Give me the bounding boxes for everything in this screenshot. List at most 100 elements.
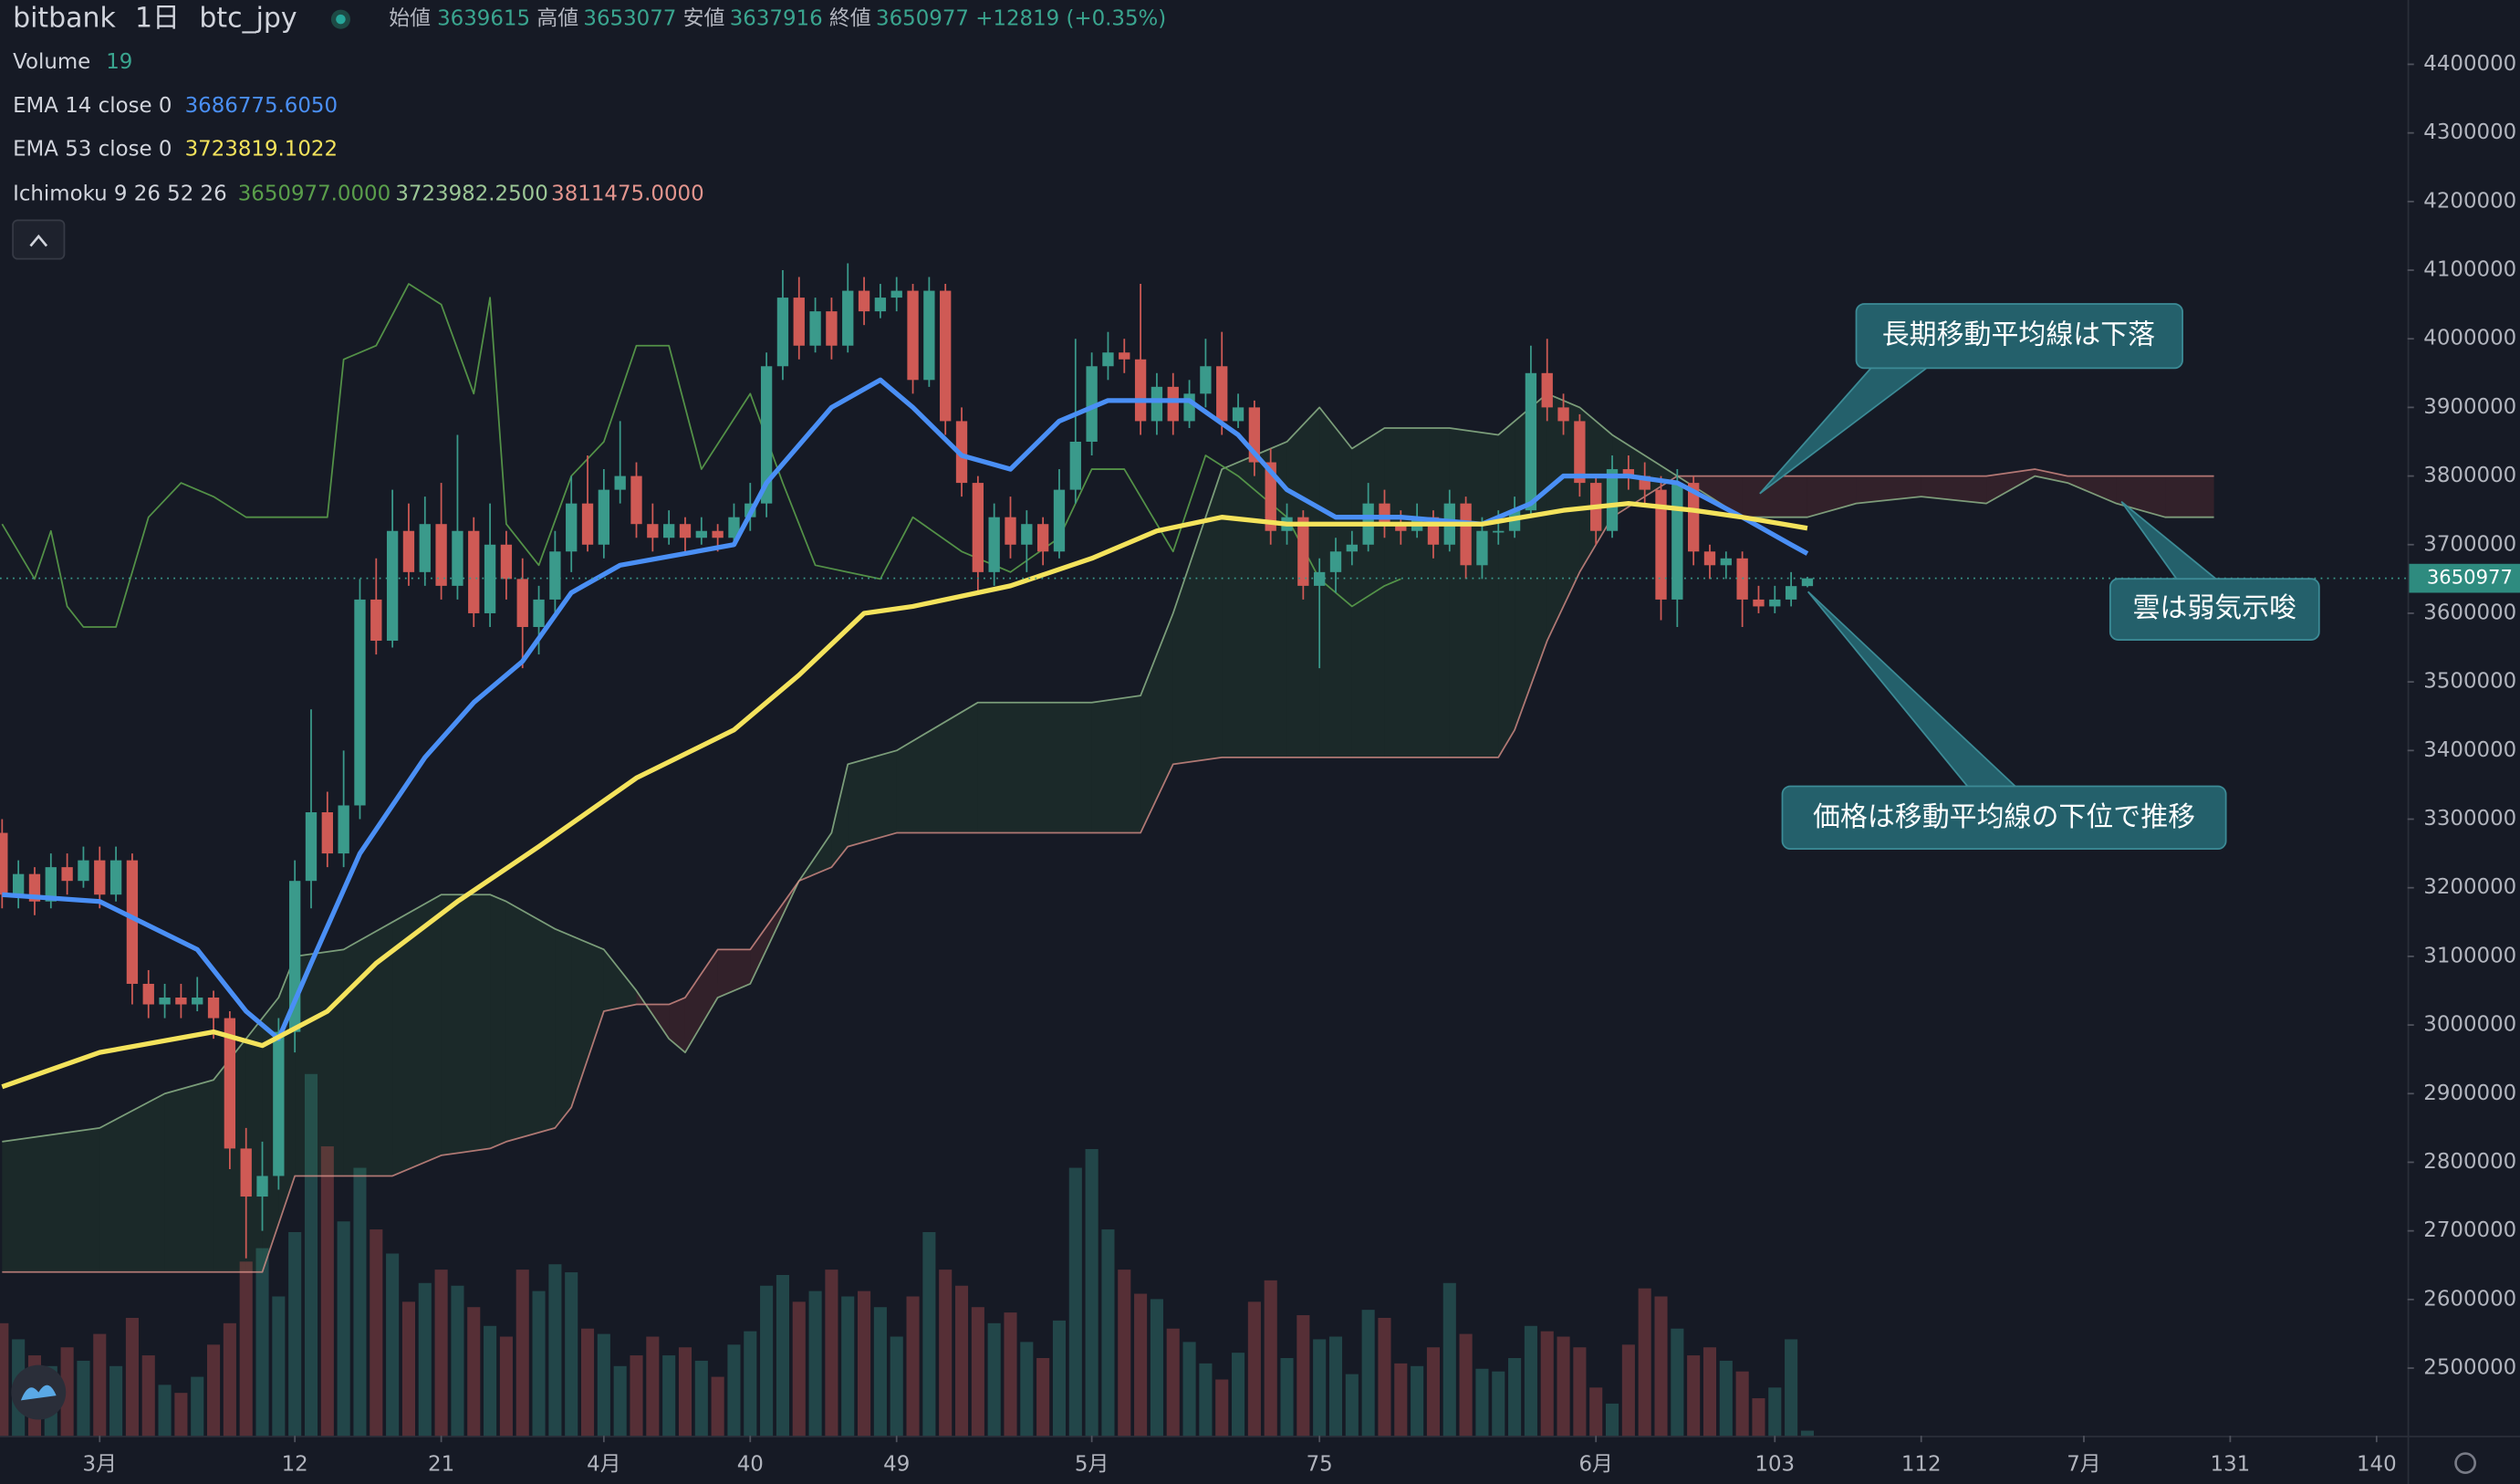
volume-bar (451, 1285, 464, 1437)
callout-box (1781, 785, 2227, 851)
candle-body (516, 579, 528, 627)
ema14-legend: EMA 14 close 0 (13, 94, 172, 118)
cloud-fill (848, 750, 897, 847)
cloud-fill (490, 894, 506, 1149)
cloud-fill (1384, 427, 1450, 758)
candle-body (1232, 407, 1244, 422)
cloud-fill (603, 949, 637, 1012)
volume-bar (548, 1264, 562, 1437)
volume-bar (60, 1347, 74, 1437)
candle-body (549, 551, 561, 600)
volume-bar (1508, 1358, 1522, 1437)
candle-body (647, 524, 659, 538)
candle-body (159, 998, 171, 1005)
cloud-fill (392, 894, 442, 1176)
candle-body (419, 524, 431, 572)
volume-bar (304, 1073, 318, 1437)
x-tick-label: 40 (737, 1452, 764, 1476)
collapse-button[interactable] (12, 219, 66, 260)
candle-body (907, 290, 919, 381)
volume-bar (873, 1307, 887, 1437)
change: +12819 (+0.35%) (975, 7, 1166, 31)
low-value: 3637916 (730, 7, 823, 31)
y-tick-label: 2600000 (2423, 1287, 2516, 1311)
volume-bar (646, 1336, 660, 1437)
volume-bar (744, 1331, 757, 1437)
x-tick-label: 140 (2357, 1452, 2397, 1476)
volume-bar (1735, 1371, 1749, 1437)
volume-bar (1134, 1293, 1148, 1437)
y-tick-label: 3500000 (2423, 670, 2516, 694)
candle-body (126, 860, 139, 984)
volume-bar (1540, 1331, 1554, 1437)
volume-bar (1101, 1229, 1115, 1437)
cloud-fill (669, 998, 685, 1053)
candle-body (402, 530, 415, 572)
candle-body (338, 805, 349, 854)
x-tick-label: 75 (1307, 1452, 1333, 1476)
candle-body (0, 832, 8, 895)
volume-bar (1411, 1365, 1424, 1437)
volume-bar (1621, 1344, 1635, 1437)
plot-area: 2500000 2600000 2700000 2800000 2900000 30000… (0, 52, 2516, 1476)
y-tick-label: 4200000 (2423, 189, 2516, 213)
y-tick-label: 3200000 (2423, 875, 2516, 899)
volume-bar (499, 1336, 513, 1437)
candle-body (1671, 483, 1683, 600)
volume-bar (532, 1291, 546, 1437)
collapse-icon (29, 234, 48, 247)
candle-body (1167, 386, 1179, 422)
candle-body (1346, 544, 1358, 552)
volume-bar (288, 1232, 302, 1437)
ema53-value: 3723819.1022 (185, 137, 338, 161)
candle-body (45, 867, 57, 902)
candle-body (500, 544, 513, 580)
volume-bar (1703, 1347, 1717, 1437)
cloud-fill (977, 702, 1092, 833)
candle-body (1314, 571, 1326, 586)
overlay: bitbank 1日 btc_jpy 始値 3639615 高値 3653077… (11, 3, 2520, 1474)
cloud-fill (1546, 393, 1580, 642)
candle-body (712, 530, 724, 538)
candle-body (890, 290, 902, 298)
settings-icon[interactable] (2454, 1452, 2476, 1474)
cloud-fill (2, 1127, 100, 1272)
candle-body (1460, 503, 1472, 566)
callout-text: 長期移動平均線は下落 (1882, 319, 2155, 351)
candle-body (809, 311, 821, 346)
volume-bar (141, 1355, 155, 1437)
high-label: 高値 (536, 7, 578, 31)
cloud-fill (1498, 421, 1515, 758)
candle-body (1720, 558, 1732, 566)
candle-body (175, 998, 187, 1005)
y-tick-label: 4100000 (2423, 258, 2516, 282)
volume-bar (401, 1301, 415, 1437)
volume-bar (890, 1336, 903, 1437)
candle-body (695, 530, 707, 538)
volume-bar (1328, 1336, 1343, 1437)
volume-bar (1036, 1358, 1050, 1437)
x-tick-label: 5月 (1075, 1452, 1109, 1476)
volume-bar (1475, 1368, 1489, 1437)
volume-bar (93, 1333, 107, 1437)
volume-bar (1247, 1301, 1261, 1437)
candle-body (793, 298, 805, 346)
candle-body (614, 476, 626, 490)
candle-body (468, 530, 480, 613)
volume-legend: Volume (13, 50, 90, 74)
logo-mark (20, 1385, 57, 1401)
candle-body (1297, 517, 1309, 586)
cloud-fill (1921, 476, 1987, 504)
volume-bar (1118, 1270, 1131, 1437)
volume-bar (597, 1333, 610, 1437)
volume-bar (386, 1253, 400, 1437)
candle-body (566, 503, 578, 552)
volume-bar (1345, 1374, 1359, 1437)
candle-body (61, 867, 73, 882)
volume-bar (792, 1301, 806, 1437)
volume-bar (1785, 1339, 1798, 1437)
candle-body (1785, 586, 1797, 600)
y-tick-label: 3000000 (2423, 1013, 2516, 1037)
